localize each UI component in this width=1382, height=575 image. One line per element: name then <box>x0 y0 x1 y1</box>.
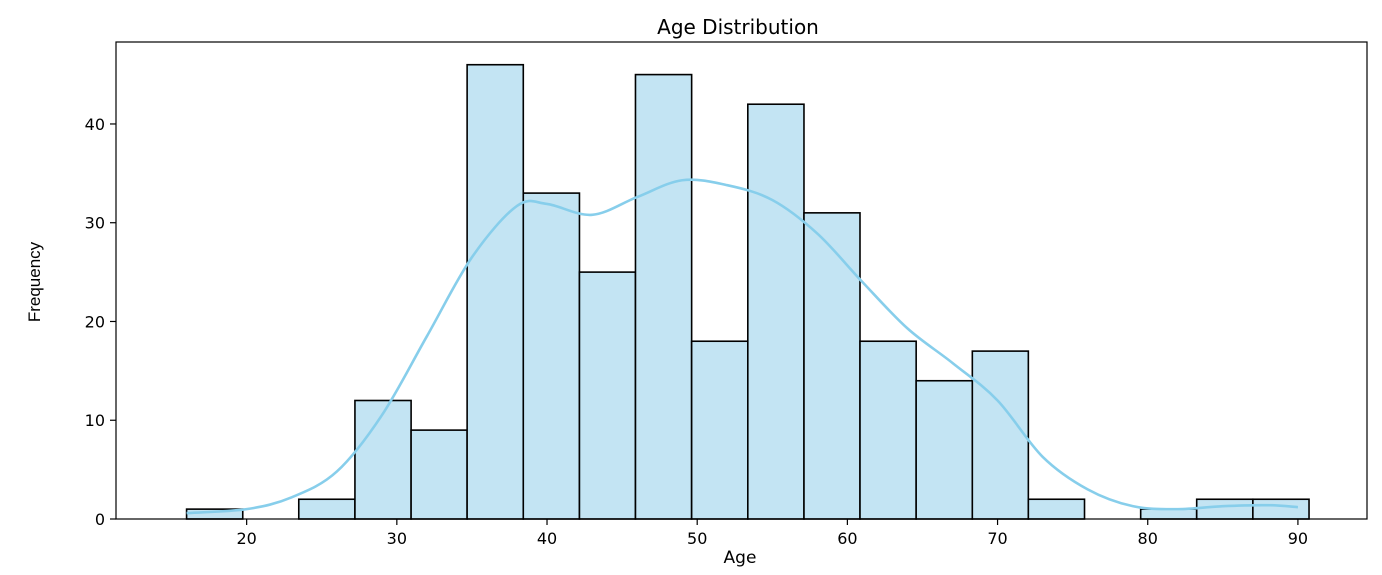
x-tick-label: 30 <box>387 529 407 548</box>
histogram-bar <box>971 350 1030 520</box>
histogram-bar <box>522 192 581 520</box>
histogram-bar <box>747 103 805 520</box>
x-tick-label: 40 <box>537 529 557 548</box>
histogram-bar <box>1252 498 1310 520</box>
x-tick-label: 20 <box>236 529 256 548</box>
x-tick-label: 60 <box>837 529 857 548</box>
y-tick-label: 40 <box>85 115 105 134</box>
histogram-bar <box>578 271 637 520</box>
x-tick-label: 70 <box>987 529 1007 548</box>
y-tick-label: 0 <box>95 510 105 529</box>
x-tick-label: 90 <box>1288 529 1308 548</box>
histogram-bar <box>466 63 525 520</box>
y-axis: 0 10 20 30 40 <box>85 115 116 529</box>
chart-title: Age Distribution <box>657 15 819 39</box>
histogram-bar <box>1139 508 1198 520</box>
histogram-bar <box>634 73 693 520</box>
y-axis-label: Frequency <box>25 241 44 322</box>
bars <box>185 63 1310 520</box>
y-tick-label: 10 <box>85 411 105 430</box>
plot-frame <box>115 41 1368 520</box>
y-tick-label: 20 <box>85 312 105 331</box>
histogram-bar <box>410 429 468 520</box>
histogram-bar <box>354 399 412 520</box>
histogram-bar <box>1027 498 1086 520</box>
x-tick-label: 50 <box>687 529 707 548</box>
x-axis-label: Age <box>724 548 757 568</box>
histogram-bar <box>915 379 974 520</box>
x-tick-label: 80 <box>1138 529 1158 548</box>
histogram-bar <box>803 212 861 520</box>
histogram-bar <box>1195 498 1254 520</box>
kde-density-line <box>186 178 1299 515</box>
histogram-bar <box>690 340 749 520</box>
histogram-bar <box>297 498 356 520</box>
y-tick-label: 30 <box>85 214 105 233</box>
histogram-bar <box>859 340 917 520</box>
x-axis: 20 30 40 50 60 70 80 90 <box>236 519 1308 548</box>
